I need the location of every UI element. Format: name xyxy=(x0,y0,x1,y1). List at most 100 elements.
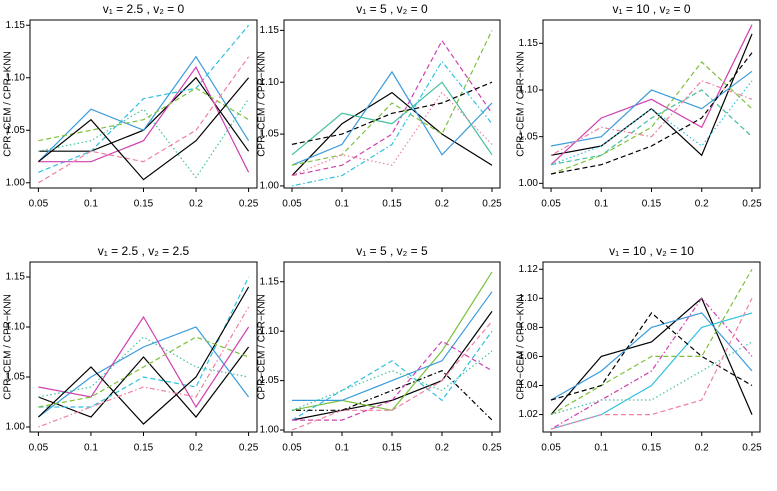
y-tick-label: 1.00 xyxy=(519,178,539,189)
panel-title: v₁ = 10 , v₂ = 10 xyxy=(609,244,694,258)
panel-title: v₁ = 10 , v₂ = 0 xyxy=(612,2,690,16)
series-line xyxy=(38,56,250,184)
series-line xyxy=(550,268,753,416)
x-tick-label: 0.15 xyxy=(642,443,662,454)
x-tick-label: 0.25 xyxy=(742,199,762,210)
series-line xyxy=(38,326,250,418)
y-tick-label: 1.12 xyxy=(519,264,539,275)
series-line xyxy=(292,340,493,421)
x-tick-label: 0.15 xyxy=(382,443,402,454)
y-tick-label: 1.15 xyxy=(260,276,280,287)
y-tick-label: 1.10 xyxy=(260,326,280,337)
y-tick-label: 1.10 xyxy=(260,77,280,88)
x-tick-label: 0.25 xyxy=(482,199,502,210)
x-tick-label: 0.05 xyxy=(29,199,49,210)
series-line xyxy=(550,312,753,401)
series-line xyxy=(550,297,753,430)
y-tick-label: 1.00 xyxy=(260,181,280,192)
series-line xyxy=(38,77,250,181)
y-axis-label: CPR−CEM / CPR−KNN xyxy=(3,51,14,157)
series-line xyxy=(291,39,493,177)
y-tick-label: 1.05 xyxy=(6,125,26,136)
series-line xyxy=(291,81,493,156)
series-line xyxy=(291,91,493,177)
y-axis-label: CPR−CEM / CPR−KNN xyxy=(516,294,527,400)
series-line xyxy=(38,87,249,142)
y-tick-label: 1.00 xyxy=(260,425,280,436)
y-axis-label: CPR−CEM / CPR−KNN xyxy=(257,294,268,400)
y-tick-label: 1.15 xyxy=(260,25,280,36)
series-line xyxy=(550,70,753,147)
y-tick-label: 1.00 xyxy=(6,422,26,433)
y-tick-label: 1.06 xyxy=(519,351,539,362)
plot-frame xyxy=(542,19,761,189)
y-tick-label: 1.00 xyxy=(6,177,26,188)
series-line xyxy=(37,286,250,425)
series-line xyxy=(550,61,753,175)
y-tick-label: 1.05 xyxy=(519,131,539,142)
series-line xyxy=(550,298,753,430)
y-tick-label: 1.10 xyxy=(519,85,539,96)
series-line xyxy=(550,89,753,166)
series-line xyxy=(291,330,493,421)
series-line xyxy=(292,369,493,421)
series-line xyxy=(291,320,493,431)
series-line xyxy=(38,24,250,173)
series-line xyxy=(38,315,250,409)
y-tick-label: 1.04 xyxy=(519,380,539,391)
y-tick-label: 1.02 xyxy=(519,409,539,420)
x-tick-label: 0.05 xyxy=(541,443,561,454)
series-line xyxy=(550,297,753,415)
series-line xyxy=(550,79,753,156)
series-line xyxy=(291,30,493,166)
y-axis-label: CPR−CEM / CPR−KNN xyxy=(516,51,527,157)
y-tick-label: 1.10 xyxy=(519,293,539,304)
x-tick-label: 0.15 xyxy=(134,199,154,210)
series-line xyxy=(38,276,250,408)
panel-title: v₁ = 5 , v₂ = 5 xyxy=(356,244,428,258)
series-line xyxy=(291,311,493,421)
x-tick-label: 0.2 xyxy=(695,199,709,210)
series-line xyxy=(550,80,753,166)
series-line xyxy=(38,336,249,398)
series-line xyxy=(550,341,753,416)
series-line xyxy=(38,346,250,418)
plot-frame xyxy=(283,261,501,433)
y-tick-label: 1.08 xyxy=(519,322,539,333)
panel-title: v₁ = 5 , v₂ = 0 xyxy=(356,2,428,16)
plot-frame xyxy=(283,19,501,189)
series-line xyxy=(291,81,493,145)
x-tick-label: 0.2 xyxy=(435,443,449,454)
panel-title: v₁ = 2.5 , v₂ = 0 xyxy=(103,2,185,16)
y-axis-label: CPR−CEM / CPR−KNN xyxy=(3,294,14,400)
x-tick-label: 0.05 xyxy=(282,199,302,210)
x-tick-label: 0.1 xyxy=(594,443,608,454)
series-line xyxy=(292,291,493,401)
x-tick-label: 0.1 xyxy=(84,199,98,210)
x-tick-label: 0.2 xyxy=(435,199,449,210)
series-line xyxy=(38,336,249,408)
x-tick-label: 0.1 xyxy=(335,443,349,454)
x-tick-label: 0.25 xyxy=(239,199,259,210)
y-tick-label: 1.15 xyxy=(6,272,26,283)
y-tick-label: 1.10 xyxy=(6,322,26,333)
x-tick-label: 0.05 xyxy=(282,443,302,454)
y-tick-label: 1.05 xyxy=(260,129,280,140)
y-axis-label: CPR−CEM / CPR−KNN xyxy=(257,51,268,157)
panel-title: v₁ = 2.5 , v₂ = 2.5 xyxy=(98,244,190,258)
y-tick-label: 1.10 xyxy=(6,72,26,83)
series-line xyxy=(38,98,250,179)
x-tick-label: 0.1 xyxy=(84,443,98,454)
x-tick-label: 0.15 xyxy=(642,199,662,210)
x-tick-label: 0.2 xyxy=(189,199,203,210)
x-tick-label: 0.15 xyxy=(382,199,402,210)
y-tick-label: 1.15 xyxy=(6,20,26,31)
series-line xyxy=(550,24,753,166)
x-tick-label: 0.2 xyxy=(695,443,709,454)
x-tick-label: 0.1 xyxy=(594,199,608,210)
y-tick-label: 1.15 xyxy=(519,38,539,49)
y-tick-label: 1.05 xyxy=(6,372,26,383)
x-tick-label: 0.25 xyxy=(742,443,762,454)
